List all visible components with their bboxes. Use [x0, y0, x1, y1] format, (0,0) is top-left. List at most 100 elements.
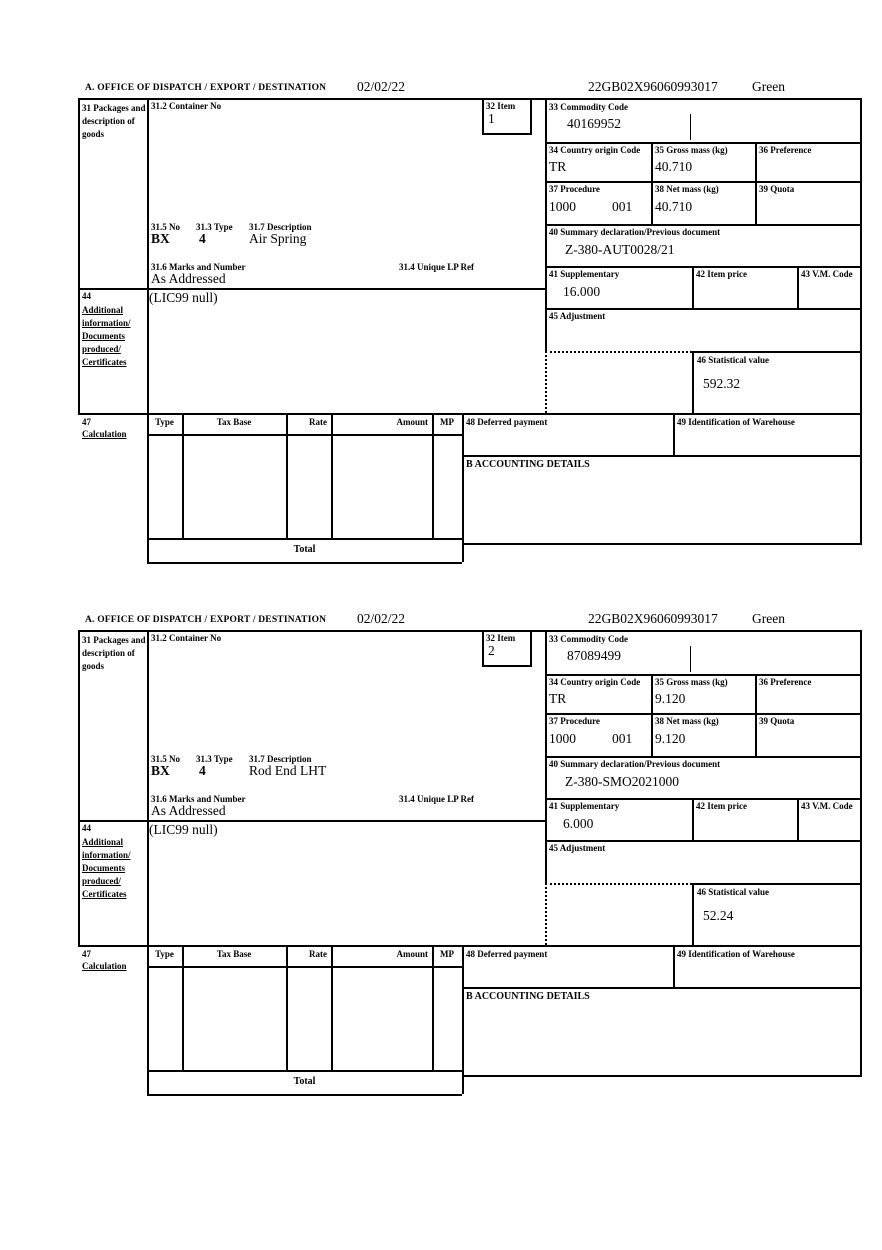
dotted-rule	[545, 351, 547, 413]
marks-value: As Addressed	[151, 271, 226, 286]
rule	[147, 1094, 462, 1096]
gross-mass-value: 40.710	[655, 159, 693, 174]
routing-status: Green	[752, 79, 785, 94]
calc-tax-base-header: Tax Base	[216, 949, 252, 959]
packages-no-value: BX	[151, 763, 170, 778]
rule	[432, 413, 434, 538]
calc-rate-header: Rate	[309, 949, 327, 959]
additional-information-value: (LIC99 null)	[149, 290, 218, 305]
country-origin-label: 34 Country origin Code	[549, 677, 641, 687]
vm-code-label: 43 V.M. Code	[801, 269, 853, 279]
rule	[462, 413, 464, 562]
quota-label: 39 Quota	[759, 716, 795, 726]
box47-number: 47	[82, 417, 91, 427]
description-value: Rod End LHT	[249, 763, 327, 778]
calc-total-label: Total	[293, 1076, 316, 1087]
marks-label: 31.6 Marks and Number	[151, 262, 246, 272]
country-origin-label: 34 Country origin Code	[549, 145, 641, 155]
calc-type-header: Type	[155, 417, 174, 427]
rule	[692, 798, 694, 840]
rule	[482, 630, 484, 665]
marks-label: 31.6 Marks and Number	[151, 794, 246, 804]
rule	[462, 455, 862, 457]
commodity-code-value: 40169952	[567, 116, 621, 131]
unique-lp-ref-label: 31.4 Unique LP Ref	[399, 794, 475, 804]
rule	[286, 945, 288, 1070]
box44-number: 44	[82, 823, 91, 833]
rule	[78, 288, 545, 290]
rule	[182, 413, 184, 538]
rule	[78, 413, 862, 415]
rule	[673, 413, 675, 455]
rule	[78, 98, 80, 413]
rule	[545, 308, 862, 310]
rule	[432, 945, 434, 1070]
office-of-dispatch-label: A. OFFICE OF DISPATCH / EXPORT / DESTINA…	[85, 615, 327, 625]
net-mass-value: 9.120	[655, 731, 686, 746]
dotted-rule	[545, 351, 692, 353]
routing-status: Green	[752, 611, 785, 626]
rule	[147, 538, 462, 540]
statistical-value-label: 46 Statistical value	[697, 887, 769, 897]
rule	[462, 1075, 862, 1077]
marks-value: As Addressed	[151, 803, 226, 818]
rule	[860, 630, 862, 1075]
procedure-label: 37 Procedure	[549, 716, 600, 726]
accounting-details-label: B ACCOUNTING DETAILS	[466, 991, 590, 1002]
additional-information-value: (LIC99 null)	[149, 822, 218, 837]
item-number-label: 32 Item	[486, 633, 516, 643]
rule	[182, 945, 184, 1070]
calc-amount-header: Amount	[396, 949, 428, 959]
gross-mass-value: 9.120	[655, 691, 686, 706]
calc-rate-header: Rate	[309, 417, 327, 427]
procedure-label: 37 Procedure	[549, 184, 600, 194]
procedure-value: 1000	[549, 199, 576, 214]
item-number-value: 2	[488, 643, 495, 658]
calc-mp-header: MP	[440, 417, 454, 427]
box44-number: 44	[82, 291, 91, 301]
rule	[147, 434, 462, 436]
box47-label: Calculation	[82, 961, 127, 971]
office-of-dispatch-label: A. OFFICE OF DISPATCH / EXPORT / DESTINA…	[85, 83, 327, 93]
item-price-label: 42 Item price	[696, 269, 747, 279]
rule	[462, 987, 862, 989]
packages-type-value: 4	[199, 763, 206, 778]
rule	[78, 945, 862, 947]
rule	[692, 883, 694, 945]
rule	[545, 756, 862, 758]
rule	[147, 966, 462, 968]
vm-code-label: 43 V.M. Code	[801, 801, 853, 811]
statistical-value-label: 46 Statistical value	[697, 355, 769, 365]
previous-document-label: 40 Summary declaration/Previous document	[549, 759, 721, 769]
unique-lp-ref-label: 31.4 Unique LP Ref	[399, 262, 475, 272]
box47-label: Calculation	[82, 429, 127, 439]
rule	[692, 351, 862, 353]
box47-number: 47	[82, 949, 91, 959]
rule	[545, 266, 862, 268]
rule	[673, 945, 675, 987]
previous-document-label: 40 Summary declaration/Previous document	[549, 227, 721, 237]
calc-type-header: Type	[155, 949, 174, 959]
commodity-code-label: 33 Commodity Code	[549, 102, 628, 112]
rule	[545, 840, 862, 842]
rule	[147, 562, 462, 564]
supplementary-value: 16.000	[563, 284, 601, 299]
packages-type-label: 31.3 Type	[196, 222, 233, 232]
procedure-suffix-value: 001	[612, 199, 633, 214]
net-mass-label: 38 Net mass (kg)	[655, 184, 719, 194]
adjustment-label: 45 Adjustment	[549, 311, 606, 321]
supplementary-label: 41 Supplementary	[549, 269, 620, 279]
rule	[331, 413, 333, 538]
adjustment-label: 45 Adjustment	[549, 843, 606, 853]
rule	[286, 413, 288, 538]
rule	[147, 1070, 462, 1072]
calc-tax-base-header: Tax Base	[216, 417, 252, 427]
description-value: Air Spring	[249, 231, 307, 246]
rule	[530, 630, 532, 665]
rule	[78, 630, 80, 945]
rule	[462, 543, 862, 545]
rule	[651, 674, 653, 756]
container-no-label: 31.2 Container No	[151, 101, 222, 111]
commodity-code-label: 33 Commodity Code	[549, 634, 628, 644]
